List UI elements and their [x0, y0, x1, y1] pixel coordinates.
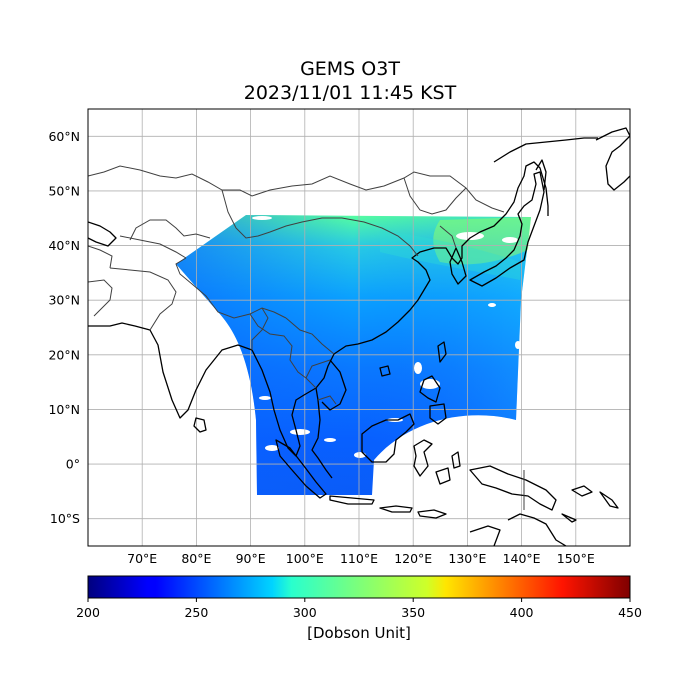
longitude-label: 90°E	[236, 551, 266, 566]
map-title: GEMS O3T 2023/11/01 11:45 KST	[0, 57, 700, 105]
longitude-label: 150°E	[557, 551, 595, 566]
colorbar-tick-label: 200	[76, 605, 100, 620]
colorbar-gradient	[88, 576, 630, 598]
colorbar-ticks: 200 250 300 350 400 450	[76, 598, 642, 620]
latitude-label: 60°N	[48, 129, 80, 144]
map-frame	[87, 108, 631, 547]
longitude-label: 130°E	[448, 551, 486, 566]
gridlines	[88, 109, 630, 546]
latitude-label: 20°N	[48, 347, 80, 362]
coastlines	[88, 127, 630, 546]
colorbar-tick-label: 350	[401, 605, 425, 620]
latitude-label: 50°N	[48, 183, 80, 198]
longitude-labels: 70°E 80°E 90°E 100°E 110°E 120°E 130°E 140°E 150…	[127, 551, 595, 566]
country-borders	[88, 165, 525, 510]
colorbar-label: [Dobson Unit]	[307, 624, 411, 642]
colorbar-frame	[87, 575, 631, 599]
latitude-label: 30°N	[48, 293, 80, 308]
latitude-label: 40°N	[48, 238, 80, 253]
title-line-2: 2023/11/01 11:45 KST	[243, 82, 457, 104]
latitude-label: 0°	[66, 457, 80, 472]
colorbar-tick-label: 400	[510, 605, 534, 620]
longitude-label: 70°E	[127, 551, 157, 566]
longitude-label: 110°E	[340, 551, 378, 566]
longitude-label: 140°E	[503, 551, 541, 566]
map-axes	[88, 109, 630, 546]
colorbar: 200 250 300 350 400 450	[76, 575, 642, 620]
title-line-1: GEMS O3T	[300, 58, 400, 80]
colorbar-tick-label: 250	[184, 605, 208, 620]
latitude-label: 10°N	[48, 402, 80, 417]
colorbar-tick-label: 300	[293, 605, 317, 620]
colorbar-tick-label: 450	[618, 605, 642, 620]
latitude-label: 10°S	[50, 511, 80, 526]
longitude-label: 120°E	[394, 551, 432, 566]
longitude-label: 80°E	[181, 551, 211, 566]
latitude-labels: 60°N 50°N 40°N 30°N 20°N 10°N 0° 10°S	[48, 129, 80, 526]
longitude-label: 100°E	[286, 551, 324, 566]
